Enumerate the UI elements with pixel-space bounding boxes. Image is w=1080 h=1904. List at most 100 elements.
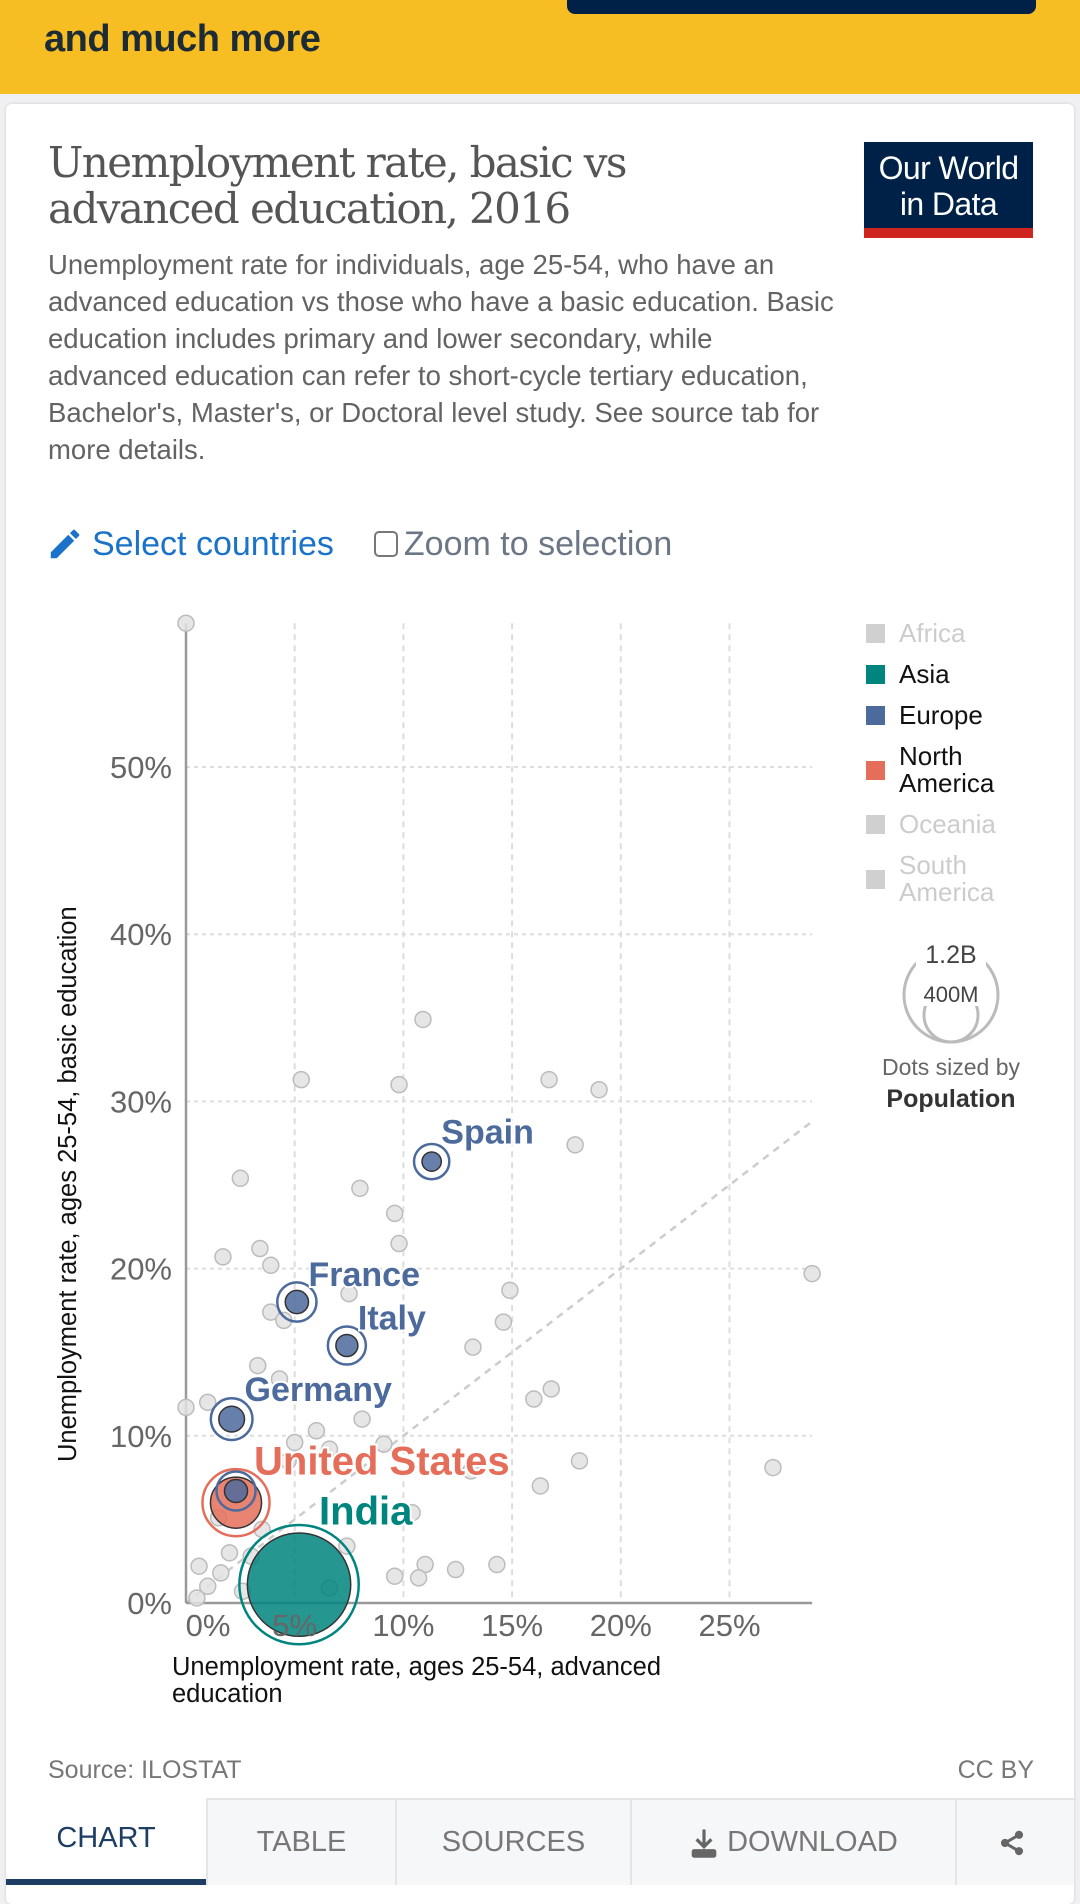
point-label-france: France (308, 1256, 420, 1294)
point-label-united-states: United States (254, 1440, 510, 1484)
logo-line-2: in Data (899, 186, 998, 222)
y-tick-label: 10% (110, 1419, 172, 1454)
background-point (570, 1452, 589, 1470)
background-point (501, 1281, 519, 1300)
x-tick-label: 5% (272, 1608, 317, 1643)
region-legend: Africa Asia Europe North America Oceania Sout… (866, 620, 1046, 920)
owid-logo[interactable]: Our World in Data (864, 142, 1033, 238)
background-point (177, 1398, 195, 1417)
background-point (385, 1204, 404, 1223)
sized-by-label: Dots sized by (881, 1054, 1021, 1080)
chart-subtitle: Unemployment rate for individuals, age 2… (48, 249, 834, 465)
legend-item-europe[interactable]: Europe (866, 702, 1046, 729)
background-point (409, 1569, 428, 1587)
y-tick-label: 30% (110, 1084, 172, 1119)
x-tick-label: 15% (481, 1608, 543, 1643)
x-axis-label: Unemployment rate, ages 25-54, advanced … (172, 1653, 662, 1708)
legend-item-asia[interactable]: Asia (866, 661, 1046, 688)
tab-table[interactable]: TABLE (206, 1798, 395, 1885)
background-point (188, 1589, 206, 1607)
banner-button[interactable] (567, 0, 1036, 14)
chart-controls: Select countries Zoom to selection (46, 522, 672, 566)
point-unlabeled (223, 1478, 249, 1504)
size-legend-circles: 1.2B 400M (902, 937, 1000, 1044)
sized-by-value: Population (886, 1085, 1016, 1113)
background-point (177, 614, 195, 632)
legend-swatch (866, 624, 885, 643)
background-point (285, 1433, 304, 1452)
background-point (590, 1080, 608, 1099)
background-point (375, 1435, 393, 1453)
zoom-to-selection-toggle[interactable]: Zoom to selection (373, 524, 673, 564)
legend-label: Africa (899, 618, 966, 648)
share-icon (1000, 1830, 1023, 1855)
select-countries-button[interactable]: Select countries (46, 525, 334, 564)
legend-item-south-america[interactable]: South America (866, 852, 1046, 906)
x-tick-label: 25% (698, 1608, 760, 1643)
legend-swatch (866, 665, 885, 684)
legend-item-north-america[interactable]: North America (866, 743, 1046, 797)
tab-share[interactable] (955, 1798, 1074, 1885)
tick-labels: 0% 10% 20% 30% 40% 50% 0% 5% 10% 15% 20% 25% (110, 750, 761, 1643)
background-point (212, 1564, 230, 1582)
tab-chart[interactable]: CHART (6, 1798, 206, 1885)
reference-line-group (185, 1122, 811, 1604)
background-point (307, 1422, 326, 1440)
source-text[interactable]: Source: ILOSTAT (48, 1756, 242, 1784)
background-point (803, 1264, 821, 1283)
background-point (320, 1440, 339, 1458)
point-halo-india (238, 1523, 360, 1646)
tab-sources[interactable]: SOURCES (395, 1798, 630, 1885)
legend-swatch (866, 869, 885, 889)
background-point (488, 1555, 506, 1574)
tab-bar: CHART TABLE SOURCES DOWNLOAD (6, 1798, 1074, 1885)
legend-swatch (866, 706, 885, 725)
background-point (390, 1075, 408, 1094)
point-italy (335, 1333, 359, 1358)
legend-swatch (866, 760, 885, 780)
legend-item-africa[interactable]: Africa (866, 620, 1046, 647)
background-points (177, 614, 821, 1607)
background-point (542, 1380, 560, 1398)
point-halo-france (276, 1281, 318, 1323)
background-point (214, 1248, 232, 1266)
download-icon (691, 1828, 717, 1858)
zoom-checkbox[interactable] (373, 531, 398, 557)
point-halo-italy (326, 1325, 368, 1366)
tab-download[interactable]: DOWNLOAD (630, 1798, 955, 1885)
highlighted-points (201, 1142, 451, 1646)
legend-item-oceania[interactable]: Oceania (866, 811, 1046, 838)
reference-line-y-equals-x (185, 1122, 811, 1604)
background-point (566, 1136, 584, 1154)
banner-text: and much more (44, 18, 321, 60)
background-point (220, 1544, 239, 1562)
size-label-small: 400M (923, 982, 978, 1007)
point-france (284, 1289, 310, 1315)
legend-swatch (866, 815, 885, 834)
legend-label: South America (899, 850, 995, 907)
background-point (390, 1234, 408, 1253)
background-point (279, 1452, 297, 1470)
background-point (251, 1239, 269, 1258)
scatter-chart: Spain France Italy Germany United States Indi… (110, 614, 821, 1646)
point-labels: Spain France Italy Germany United States Indi… (243, 1112, 536, 1536)
point-halo-spain (412, 1142, 451, 1181)
chart-title: Unemployment rate, basic vs advanced edu… (48, 138, 627, 233)
background-point (338, 1537, 356, 1555)
x-tick-label: 10% (372, 1608, 434, 1643)
background-point (190, 1557, 208, 1575)
pencil-icon (50, 529, 80, 559)
background-point (351, 1179, 369, 1198)
point-label-india: India (319, 1490, 413, 1534)
license-text[interactable]: CC BY (957, 1756, 1034, 1784)
background-point (353, 1410, 371, 1428)
background-point (464, 1338, 482, 1356)
background-point (462, 1462, 480, 1480)
point-label-spain: Spain (441, 1114, 534, 1152)
point-halo-united-states (201, 1467, 271, 1538)
size-legend: 1.2B 400M Dots sized by Population (866, 935, 1036, 1114)
zoom-to-selection-label: Zoom to selection (403, 524, 673, 563)
background-point (248, 1356, 267, 1375)
background-point (764, 1458, 782, 1477)
y-tick-label: 0% (127, 1586, 172, 1621)
